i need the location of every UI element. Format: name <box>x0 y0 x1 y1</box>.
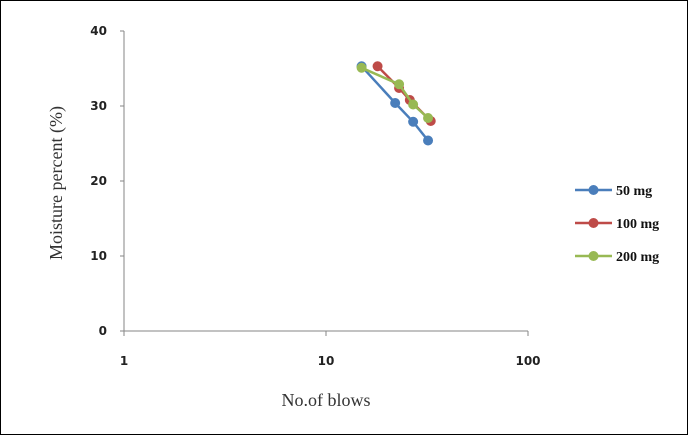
series-line <box>361 66 429 119</box>
y-axis-title: Moisture percent (%) <box>46 106 67 260</box>
series-50-mg <box>356 61 434 146</box>
series-200-mg <box>356 62 434 123</box>
legend-label: 50 mg <box>616 184 652 199</box>
y-tick-label: 30 <box>90 99 107 113</box>
y-tick-label: 0 <box>99 324 107 338</box>
legend-item: 100 mg <box>575 217 659 232</box>
legend-swatch-marker <box>588 251 599 261</box>
data-point <box>408 99 419 110</box>
y-tick-label: 40 <box>90 24 107 38</box>
x-axis-title: No.of blows <box>282 390 371 410</box>
data-point <box>423 113 434 123</box>
legend-label: 100 mg <box>616 217 659 232</box>
legend-label: 200 mg <box>616 250 659 265</box>
y-tick-label: 10 <box>90 249 107 263</box>
x-tick-label: 1 <box>120 354 128 368</box>
x-tick-label: 10 <box>318 354 335 368</box>
data-point <box>372 61 383 72</box>
legend: 50 mg 100 mg 200 mg <box>575 184 659 265</box>
data-point <box>390 98 401 108</box>
legend-item: 50 mg <box>575 184 652 199</box>
legend-item: 200 mg <box>575 250 659 265</box>
legend-swatch-marker <box>588 185 599 195</box>
data-point <box>356 62 367 73</box>
series-line <box>360 65 429 142</box>
data-point <box>423 135 434 146</box>
x-tick-label: 100 <box>515 354 540 368</box>
data-point <box>394 79 405 90</box>
series-layer <box>356 61 436 146</box>
y-tick-label: 20 <box>90 174 107 188</box>
data-point <box>408 116 419 127</box>
legend-swatch-marker <box>588 218 599 228</box>
ticks-layer: 0 10 20 30 40 1 10 100 <box>90 24 540 368</box>
